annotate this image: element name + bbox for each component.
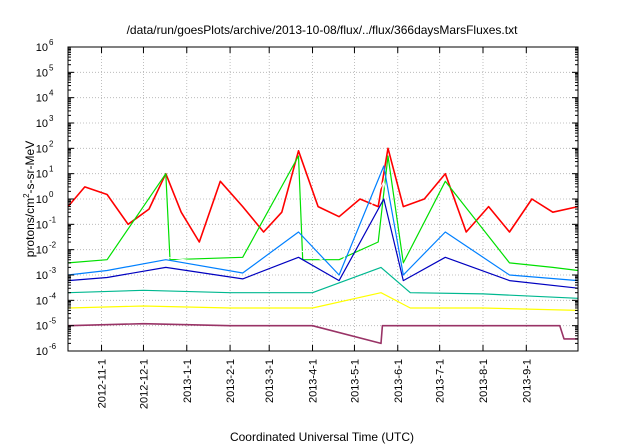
series-line: [67, 165, 579, 282]
series-line: [67, 155, 579, 272]
y-tick-label: 10: [36, 270, 48, 282]
x-axis-ticks: 2012-11-1 2012-12-1 2013-1-1 2013-2-1 2013-3…: [97, 47, 533, 409]
chart-title: /data/run/goesPlots/archive/2013-10-08/f…: [127, 23, 519, 37]
y-tick-label: 10: [36, 93, 48, 105]
y-tick-exponent: -3: [49, 266, 57, 275]
series-line: [67, 292, 579, 311]
y-tick-label: 10: [36, 346, 48, 358]
x-tick-label: 2013-6-1: [393, 359, 405, 403]
series-line: [67, 147, 579, 243]
x-tick-label: 2012-11-1: [97, 359, 109, 408]
y-tick-exponent: -5: [49, 317, 57, 326]
series-line: [67, 180, 579, 276]
y-tick-exponent: -6: [49, 342, 57, 351]
x-tick-label: 2013-8-1: [478, 359, 490, 403]
y-tick-label: 10: [36, 295, 48, 307]
y-tick-exponent: 3: [49, 114, 54, 123]
y-tick-exponent: 5: [49, 63, 54, 72]
y-tick-label: 10: [36, 219, 48, 231]
x-tick-label: 2013-7-1: [435, 359, 447, 403]
y-tick-exponent: 4: [49, 89, 54, 98]
y-tick-label: 10: [36, 194, 48, 206]
y-tick-label: 10: [36, 143, 48, 155]
y-tick-label: 10: [36, 321, 48, 333]
x-tick-label: 2013-5-1: [349, 359, 361, 403]
x-tick-label: 2013-9-1: [521, 359, 533, 403]
y-tick-label: 10: [36, 118, 48, 130]
y-tick-exponent: 2: [49, 139, 54, 148]
data-series: [67, 147, 579, 345]
y-tick-exponent: 6: [49, 38, 54, 47]
series-line: [67, 322, 578, 345]
y-tick-exponent: -4: [49, 291, 57, 300]
x-tick-label: 2013-3-1: [264, 359, 276, 403]
grid-lines: [68, 47, 578, 351]
y-tick-exponent: 0: [49, 190, 54, 199]
x-axis-label: Coordinated Universal Time (UTC): [230, 430, 414, 444]
series-line: [67, 266, 579, 299]
y-tick-label: 10: [36, 169, 48, 181]
x-tick-label: 2012-12-1: [138, 359, 150, 409]
y-axis-label: protons/cm2-s-sr-MeV: [22, 141, 37, 257]
series-line: [67, 198, 579, 289]
y-tick-label: 10: [36, 245, 48, 257]
y-tick-exponent: -2: [49, 241, 57, 250]
y-tick-exponent: 1: [49, 165, 54, 174]
y-tick-label: 10: [36, 42, 48, 54]
y-tick-label: 10: [36, 67, 48, 79]
x-tick-label: 2013-2-1: [225, 359, 237, 403]
y-axis-ticks: 10 -610 -510 -410 -310 -210 -110 010 110 210 310 41…: [36, 38, 578, 358]
x-tick-label: 2013-1-1: [182, 359, 194, 403]
y-tick-exponent: -1: [49, 215, 57, 224]
x-tick-label: 2013-4-1: [308, 359, 320, 403]
